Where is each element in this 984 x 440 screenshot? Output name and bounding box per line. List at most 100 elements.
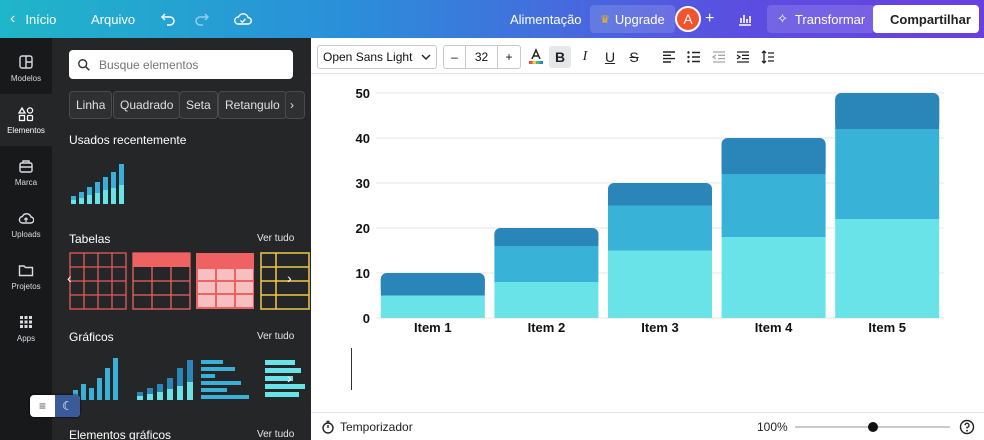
stacked-bar-chart[interactable]: 0 10 20 30 40 50 Item 1 Item 2 Item 3 Item 4 Item …	[311, 74, 984, 344]
theme-toggle[interactable]: ≡ ☾	[30, 395, 80, 417]
chevron-left-icon: ‹	[10, 10, 16, 27]
y-tick-label: 10	[356, 266, 370, 281]
upgrade-label: Upgrade	[614, 11, 665, 27]
rail-item-apps[interactable]: Apps	[0, 302, 52, 354]
align-left-icon[interactable]	[658, 46, 680, 68]
rail-label: Marca	[14, 177, 38, 187]
add-collaborator-icon[interactable]: +	[705, 10, 715, 27]
bar-segment[interactable]	[608, 250, 712, 319]
rail-item-marca[interactable]: Marca	[0, 146, 52, 198]
line-spacing-icon[interactable]	[757, 46, 779, 68]
chip-seta[interactable]: Seta	[179, 91, 218, 119]
font-family-select[interactable]: Open Sans Light	[317, 45, 437, 69]
charts-next-arrow-icon[interactable]: ›	[287, 370, 292, 386]
x-tick-label: Item 3	[641, 320, 679, 335]
back-button[interactable]: ‹ Início	[10, 0, 56, 38]
zoom-level[interactable]: 100%	[757, 420, 788, 434]
y-tick-label: 50	[356, 86, 370, 101]
bar-segment[interactable]	[835, 129, 940, 219]
recent-chart-thumbnail[interactable]	[69, 158, 129, 206]
chips-next-arrow-icon[interactable]: ›	[285, 91, 305, 119]
graphic-elements-title: Elementos gráficos	[69, 428, 172, 440]
y-tick-label: 20	[356, 221, 370, 236]
search-icon	[78, 58, 90, 71]
bar-segment-base	[494, 234, 599, 246]
bar-segment[interactable]	[721, 174, 826, 237]
rail-item-modelos[interactable]: Modelos	[0, 42, 52, 94]
zoom-slider[interactable]	[795, 413, 950, 440]
layout-icon	[19, 54, 33, 69]
bar-segment[interactable]	[494, 282, 599, 318]
charts-title: Gráficos	[69, 330, 114, 344]
graphic-elements-see-all-link[interactable]: Ver tudo	[257, 429, 295, 440]
x-tick-label: Item 2	[528, 320, 566, 335]
bullet-list-icon[interactable]	[683, 46, 705, 68]
moon-icon[interactable]: ☾	[55, 395, 80, 417]
increase-size-button[interactable]: +	[505, 50, 513, 64]
text-cursor	[351, 348, 352, 390]
strikethrough-icon[interactable]: S	[629, 49, 639, 65]
bold-icon[interactable]: B	[549, 46, 571, 68]
bar-segment-base	[835, 99, 940, 129]
bar-segment-base	[380, 279, 485, 296]
charts-thumbnails[interactable]	[69, 354, 311, 402]
cloud-saved-icon[interactable]	[234, 0, 252, 38]
tables-prev-arrow-icon[interactable]: ‹	[67, 270, 72, 286]
left-rail: Modelos Elementos Marca Uploads Projetos…	[0, 38, 52, 440]
share-button[interactable]: Compartilhar	[873, 5, 979, 33]
timer-icon	[322, 420, 334, 434]
bar-segment[interactable]	[835, 219, 940, 318]
rail-item-elementos[interactable]: Elementos	[0, 94, 52, 146]
timer-button[interactable]: Temporizador	[321, 413, 413, 440]
rail-label: Projetos	[11, 281, 41, 291]
rail-label: Uploads	[11, 229, 41, 239]
x-tick-label: Item 5	[868, 320, 906, 335]
italic-icon[interactable]: I	[582, 49, 588, 64]
chip-quadrado[interactable]: Quadrado	[113, 91, 181, 119]
document-title[interactable]: Alimentação	[510, 11, 582, 27]
chip-retangulo[interactable]: Retangulo	[218, 91, 287, 119]
design-canvas[interactable]: 0 10 20 30 40 50 Item 1 Item 2 Item 3 Item 4 Item …	[311, 74, 984, 412]
undo-icon[interactable]	[160, 0, 176, 38]
indent-icon[interactable]	[732, 46, 754, 68]
elements-panel: Linha Quadrado Seta Retangulo › Usados r…	[52, 38, 311, 440]
tables-see-all-link[interactable]: Ver tudo	[257, 233, 295, 244]
bar-segment[interactable]	[380, 295, 485, 319]
redo-icon[interactable]	[194, 0, 210, 38]
bar-segment[interactable]	[721, 237, 826, 318]
font-size-stepper[interactable]: – 32 +	[443, 45, 521, 69]
decrease-size-button[interactable]: –	[444, 46, 466, 68]
chip-linha[interactable]: Linha	[69, 91, 113, 119]
brand-icon	[19, 159, 33, 173]
tables-thumbnails[interactable]	[69, 252, 311, 310]
underline-icon[interactable]: U	[604, 49, 616, 65]
menu-lines-icon[interactable]: ≡	[38, 399, 46, 413]
analytics-icon[interactable]	[737, 0, 753, 38]
timer-label: Temporizador	[340, 420, 413, 434]
file-menu[interactable]: Arquivo	[91, 11, 136, 27]
font-size-value[interactable]: 32	[466, 46, 498, 68]
chevron-down-icon	[421, 54, 431, 60]
tables-title: Tabelas	[69, 232, 111, 246]
bar-segment[interactable]	[608, 205, 712, 251]
bar-segment[interactable]	[494, 246, 599, 282]
search-box[interactable]	[69, 50, 293, 79]
transform-label: Transformar	[794, 11, 866, 27]
x-tick-label: Item 1	[414, 320, 452, 335]
sparkle-icon: ✧	[777, 11, 788, 26]
grid-icon	[20, 315, 32, 328]
tables-next-arrow-icon[interactable]: ›	[287, 270, 292, 286]
charts-see-all-link[interactable]: Ver tudo	[257, 331, 295, 342]
search-input[interactable]	[99, 57, 279, 72]
text-color-icon[interactable]	[525, 46, 547, 68]
zoom-slider-handle[interactable]	[867, 422, 878, 432]
avatar[interactable]: A	[675, 5, 701, 33]
rail-item-projetos[interactable]: Projetos	[0, 250, 52, 302]
help-icon[interactable]	[959, 413, 975, 440]
transform-button[interactable]: ✧ Transformar	[767, 5, 876, 33]
outdent-icon[interactable]	[708, 46, 730, 68]
rail-label: Apps	[16, 333, 36, 343]
back-label: Início	[25, 11, 57, 27]
rail-item-uploads[interactable]: Uploads	[0, 198, 52, 250]
upgrade-button[interactable]: ♛ Upgrade	[590, 5, 675, 33]
